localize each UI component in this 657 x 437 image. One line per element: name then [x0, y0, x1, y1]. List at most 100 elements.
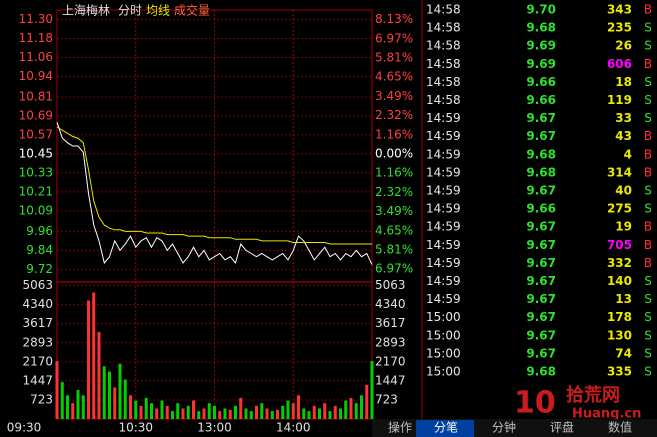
trade-price: 9.66	[526, 202, 556, 216]
volume-bar	[312, 405, 316, 419]
trade-side: S	[644, 328, 652, 342]
volume-bar	[129, 395, 132, 419]
y-tick-label: 9.96	[26, 224, 53, 238]
trade-side: S	[644, 184, 652, 198]
trade-volume: 74	[615, 346, 632, 360]
trade-volume: 606	[607, 57, 632, 71]
trade-price: 9.68	[526, 165, 556, 179]
trade-volume: 18	[615, 75, 632, 89]
trade-time: 14:59	[426, 165, 461, 179]
y2-tick-label: 3.49%	[375, 204, 413, 218]
tab[interactable]: 分笔	[434, 420, 458, 435]
volume-bar	[228, 409, 232, 419]
trade-price: 9.67	[526, 328, 556, 342]
trade-side: B	[644, 57, 652, 71]
watermark-domain: Huang.cn	[572, 407, 641, 422]
y2-tick-label: 4.65%	[375, 70, 413, 84]
y2-tick-label: 6.97%	[375, 262, 413, 276]
y2-tick-label: 5.81%	[375, 50, 413, 64]
tab[interactable]: 分钟	[492, 420, 516, 435]
volume-tick-label: 2893	[22, 335, 53, 349]
legend-entry: 分时	[118, 4, 142, 18]
trade-price: 9.67	[526, 129, 556, 143]
trade-side: B	[644, 238, 652, 252]
trade-price: 9.67	[526, 292, 556, 306]
y-tick-label: 9.84	[26, 243, 53, 257]
tab[interactable]: 数值	[608, 420, 632, 435]
volume-bar	[102, 366, 106, 419]
volume-bar	[244, 408, 248, 419]
y-tick-label: 11.18	[19, 31, 53, 45]
trade-time: 14:59	[426, 129, 461, 143]
tab-active	[416, 420, 474, 437]
volume-bar	[365, 384, 369, 419]
volume-bar	[60, 382, 64, 419]
trade-time: 14:59	[426, 256, 461, 270]
trade-time: 14:59	[426, 238, 461, 252]
volume-bar	[291, 403, 295, 419]
trade-time: 14:59	[426, 184, 461, 198]
trade-price: 9.67	[526, 184, 556, 198]
volume-bar	[339, 408, 342, 419]
trade-price: 9.68	[526, 147, 556, 161]
trade-side: S	[644, 274, 652, 288]
y-tick-label: 10.09	[19, 203, 53, 217]
y2-tick-label: 5.81%	[375, 242, 413, 256]
stock-name: 上海梅林	[62, 3, 110, 18]
trade-time: 14:59	[426, 202, 461, 216]
volume-bar	[318, 408, 321, 419]
trade-price: 9.69	[526, 57, 556, 71]
trade-time: 14:59	[426, 274, 461, 288]
trade-price: 9.67	[526, 238, 556, 252]
volume-bar	[223, 408, 227, 419]
trade-price: 9.66	[526, 93, 556, 107]
tab[interactable]: 评盘	[550, 420, 574, 435]
y2-tick-label: 0.00%	[375, 146, 413, 160]
y-tick-label: 10.94	[19, 69, 53, 83]
volume-bar	[97, 332, 101, 419]
volume-bar	[192, 400, 195, 419]
y2-tick-label: 2.32%	[375, 108, 413, 122]
volume-tick-label-right: 3617	[375, 316, 406, 330]
trade-volume: 4	[624, 147, 632, 161]
volume-bar	[165, 405, 169, 419]
trade-side: S	[644, 310, 652, 324]
volume-bar	[197, 411, 201, 419]
volume-bar	[202, 408, 206, 419]
tab[interactable]: 操作	[388, 420, 412, 435]
trade-price: 9.67	[526, 274, 556, 288]
volume-bar	[234, 405, 237, 419]
trade-side: B	[644, 147, 652, 161]
trade-price: 9.67	[526, 220, 556, 234]
trade-side: S	[644, 111, 652, 125]
legend-entry: 均线	[146, 4, 170, 18]
volume-tick-label-right: 723	[375, 392, 398, 406]
volume-bar	[160, 400, 164, 419]
trade-time: 14:58	[426, 3, 461, 17]
y-tick-label: 10.69	[19, 108, 53, 122]
volume-bar	[76, 390, 80, 419]
trade-volume: 19	[615, 220, 632, 234]
trade-volume: 343	[607, 3, 632, 17]
volume-tick-label-right: 5063	[375, 278, 406, 292]
volume-bar	[249, 411, 253, 419]
volume-bar	[144, 397, 148, 419]
trade-side: S	[644, 346, 652, 360]
trade-time: 14:58	[426, 93, 461, 107]
volume-bar	[297, 395, 300, 419]
volume-tick-label: 1447	[22, 373, 53, 387]
volume-bar	[207, 403, 211, 419]
volume-tick-label: 4340	[22, 297, 53, 311]
volume-bar	[349, 397, 353, 419]
trade-volume: 130	[607, 328, 632, 342]
y2-tick-label: 8.13%	[375, 12, 413, 26]
volume-bar	[333, 405, 337, 419]
trade-time: 14:59	[426, 147, 461, 161]
volume-bar	[270, 411, 274, 419]
trade-side: S	[644, 202, 652, 216]
trade-volume: 314	[607, 165, 632, 179]
watermark-number: 10	[514, 386, 556, 421]
trade-time: 15:00	[426, 346, 461, 360]
x-tick-label: 13:00	[197, 421, 232, 435]
volume-bar	[92, 292, 96, 419]
